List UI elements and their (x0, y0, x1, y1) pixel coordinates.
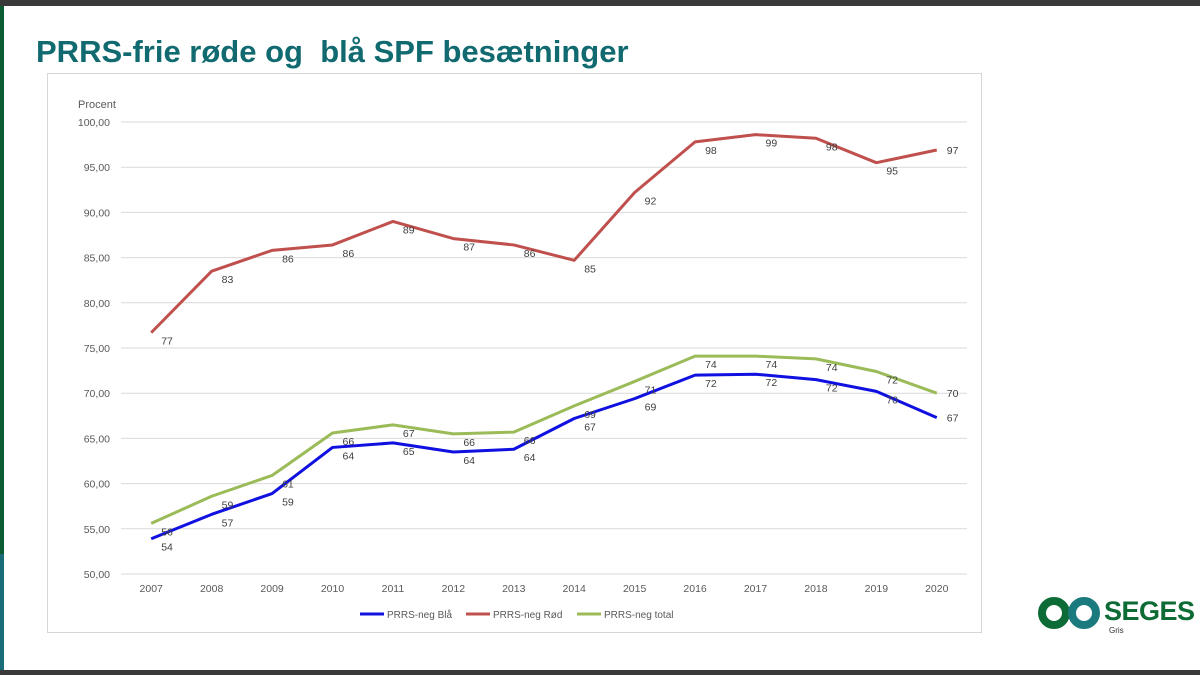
y-tick-label: 100,00 (78, 117, 110, 129)
bottom-bar (0, 670, 1200, 675)
data-label: 71 (645, 384, 657, 396)
data-label: 72 (705, 378, 717, 390)
left-accent-strip-teal (0, 554, 4, 670)
data-label: 74 (826, 362, 838, 374)
x-tick-label: 2015 (623, 583, 647, 595)
data-label: 95 (886, 166, 898, 178)
series-line-1 (150, 372, 938, 541)
logo-text: SEGES (1104, 596, 1195, 626)
x-tick-label: 2009 (260, 583, 284, 595)
y-tick-label: 85,00 (84, 253, 110, 265)
series-line-3 (150, 354, 938, 525)
top-bar (0, 0, 1200, 6)
data-label: 66 (343, 436, 355, 448)
data-label: 67 (584, 422, 596, 434)
data-label: 66 (524, 435, 536, 447)
series-line-2 (150, 133, 938, 334)
legend-label: PRRS-neg total (604, 610, 673, 621)
legend-label: PRRS-neg Rød (493, 610, 562, 621)
y-tick-label: 75,00 (84, 343, 110, 355)
y-tick-label: 90,00 (84, 207, 110, 219)
data-label: 72 (766, 377, 778, 389)
x-tick-label: 2020 (925, 583, 949, 595)
logo-subtext: Gris (1109, 626, 1124, 635)
data-label: 67 (947, 413, 959, 425)
data-label: 99 (766, 138, 778, 150)
data-label: 61 (282, 478, 294, 490)
y-tick-label: 70,00 (84, 388, 110, 400)
y-tick-label: 50,00 (84, 569, 110, 581)
y-tick-label: 95,00 (84, 162, 110, 174)
x-tick-label: 2018 (804, 583, 828, 595)
data-label: 67 (403, 428, 415, 440)
chart-area (47, 73, 982, 633)
data-label: 64 (343, 450, 355, 462)
y-axis-label: Procent (78, 99, 116, 111)
data-label: 86 (524, 248, 536, 260)
data-label: 72 (886, 375, 898, 387)
x-tick-label: 2012 (442, 583, 466, 595)
x-tick-label: 2014 (563, 583, 587, 595)
x-tick-label: 2007 (140, 583, 164, 595)
data-label: 54 (161, 542, 173, 554)
data-label: 85 (584, 263, 596, 275)
legend-label: PRRS-neg Blå (387, 609, 452, 621)
slide-title: PRRS-frie røde og blå SPF besætninger (36, 34, 629, 69)
data-label: 70 (886, 394, 898, 406)
x-tick-label: 2016 (683, 583, 707, 595)
x-tick-label: 2010 (321, 583, 345, 595)
data-label: 56 (161, 526, 173, 538)
data-label: 86 (343, 248, 355, 260)
data-label: 70 (947, 388, 959, 400)
data-label: 72 (826, 383, 838, 395)
data-label: 87 (463, 242, 475, 254)
x-tick-label: 2017 (744, 583, 768, 595)
data-label: 57 (222, 517, 234, 529)
data-label: 69 (645, 402, 657, 414)
y-tick-label: 80,00 (84, 298, 110, 310)
data-label: 65 (403, 446, 415, 458)
y-tick-label: 55,00 (84, 524, 110, 536)
y-tick-label: 65,00 (84, 433, 110, 445)
x-tick-label: 2008 (200, 583, 224, 595)
seges-logo: SEGES Gris (1038, 596, 1195, 636)
data-label: 97 (947, 145, 959, 157)
data-label: 66 (463, 437, 475, 449)
data-label: 77 (161, 336, 173, 348)
data-label: 74 (705, 359, 717, 371)
data-label: 64 (463, 455, 475, 467)
data-label: 86 (282, 253, 294, 265)
data-label: 92 (645, 196, 657, 208)
x-tick-label: 2013 (502, 583, 526, 595)
data-label: 83 (222, 274, 234, 286)
left-accent-strip (0, 6, 4, 554)
foedevarer-ring-icon (1068, 597, 1100, 629)
data-label: 64 (524, 452, 536, 464)
landbrug-ring-icon (1038, 597, 1070, 629)
x-tick-label: 2019 (865, 583, 889, 595)
x-tick-label: 2011 (382, 583, 405, 595)
y-tick-label: 60,00 (84, 479, 110, 491)
data-label: 59 (282, 497, 294, 509)
data-label: 59 (222, 499, 234, 511)
data-label: 98 (826, 141, 838, 153)
data-label: 89 (403, 224, 415, 236)
data-label: 74 (766, 359, 778, 371)
data-label: 69 (584, 409, 596, 421)
data-label: 98 (705, 145, 717, 157)
